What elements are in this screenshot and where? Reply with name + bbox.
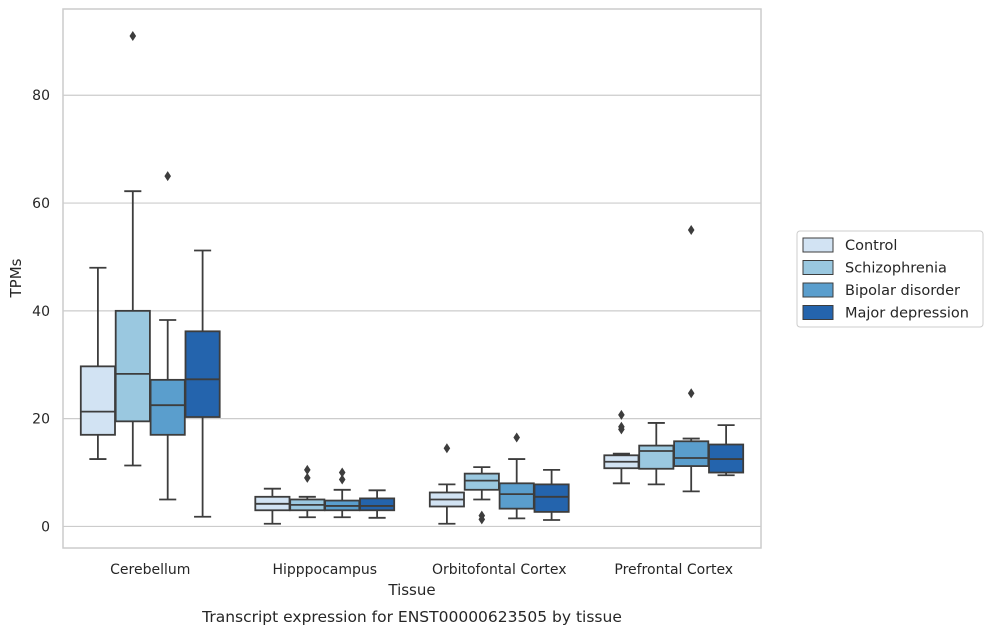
box-rect: [79, 365, 116, 436]
legend-swatch-4: [802, 305, 834, 320]
outlier-3: [618, 424, 625, 435]
outlier-2: [304, 472, 311, 483]
box-rect: [673, 440, 710, 467]
y-tick-label-20: 20: [32, 412, 50, 428]
x-tick-label-2: Hipppocampus: [272, 562, 377, 578]
y-tick-label-80: 80: [32, 88, 50, 104]
box-4-4: [708, 424, 745, 477]
y-tick-label-40: 40: [32, 304, 50, 320]
legend-swatch-1: [802, 237, 834, 253]
box-2-1: [254, 487, 291, 525]
box-4-2: [638, 422, 675, 486]
legend-swatch-3: [802, 282, 834, 298]
outlier-2: [478, 514, 486, 525]
legend: Control Schizophrenia Bipolar disorder Majo…: [796, 230, 984, 328]
box-4-3: [673, 224, 710, 493]
box-1-1: [79, 266, 116, 460]
x-tick-labels: Cerebellum Hipppocampus Orbitofontal Corte…: [110, 562, 733, 578]
legend-label-1: Control: [845, 238, 897, 254]
box-rect: [463, 472, 500, 491]
outlier-2: [687, 388, 695, 399]
y-tick-label-0: 0: [41, 519, 50, 535]
x-axis-label: Tissue: [387, 581, 435, 599]
box-rect: [149, 378, 186, 436]
outlier-1: [338, 467, 346, 478]
y-axis-label: TPMs: [7, 258, 25, 298]
box-3-4: [533, 468, 570, 521]
x-tick-label-1: Cerebellum: [110, 562, 190, 578]
box-rect: [498, 482, 535, 510]
box-rect: [533, 483, 570, 513]
x-tick-label-3: Orbitofontal Cortex: [432, 562, 567, 578]
box-1-2: [114, 30, 151, 467]
box-rect: [114, 309, 151, 423]
legend-label-2: Schizophrenia: [845, 261, 947, 277]
outlier-1: [304, 464, 311, 475]
box-rect: [638, 444, 675, 470]
outlier-1: [164, 171, 171, 182]
plot-frame: [62, 8, 762, 549]
y-tick-labels: 0 20 40 60 80: [32, 88, 50, 535]
box-2-4: [359, 489, 396, 519]
box-1-4: [184, 249, 221, 518]
y-tick-label-60: 60: [32, 196, 50, 212]
box-3-1: [428, 443, 465, 525]
legend-frame: [796, 230, 984, 328]
chart-caption: Transcript expression for ENST0000062350…: [201, 608, 622, 626]
box-rect: [184, 330, 221, 418]
outlier-1: [443, 443, 451, 454]
legend-label-3: Bipolar disorder: [845, 283, 960, 299]
outlier-1: [618, 409, 625, 420]
box-3-2: [463, 466, 500, 525]
outlier-1: [129, 30, 137, 41]
outlier-2: [338, 474, 346, 485]
outlier-1: [513, 432, 520, 443]
box-3-3: [498, 432, 535, 520]
x-tick-label-4: Prefrontal Cortex: [614, 562, 733, 578]
box-rect: [359, 497, 396, 512]
legend-swatch-2: [802, 260, 834, 275]
legend-label-4: Major depression: [845, 306, 969, 322]
box-1-3: [149, 171, 186, 501]
box-4-1: [603, 409, 640, 485]
boxes: [79, 30, 745, 525]
outlier-1: [687, 224, 695, 235]
